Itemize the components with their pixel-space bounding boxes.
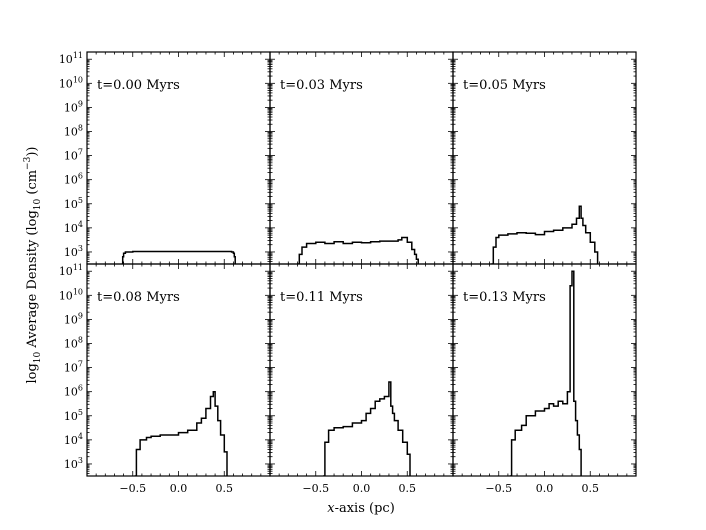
y-axis-title-unit: (cm [25, 170, 40, 199]
y-tick-label: 103 [64, 244, 83, 259]
y-tick-label: 1010 [59, 75, 83, 90]
y-tick-label: 106 [64, 172, 83, 187]
panel-label: t=0.08 Myrs [97, 290, 180, 305]
series-line [297, 236, 419, 264]
panel-6: −0.5 0.0 0.5 t=0.13 Myrs [452, 263, 637, 495]
panel-2: t=0.03 Myrs [269, 51, 454, 265]
x-tick-label: 0.0 [536, 482, 554, 495]
panel-label: t=0.00 Myrs [97, 78, 180, 93]
x-tick-label: −0.5 [302, 482, 329, 495]
y-axis-title-sub: 10 [33, 351, 43, 363]
panel-4: 103 104 105 106 107 108 109 1010 1011 −0.5 0.0 0.5 t… [59, 263, 271, 495]
y-tick-label: 107 [64, 360, 83, 375]
x-tick-label: 0.5 [399, 482, 417, 495]
y-tick-label: 1010 [59, 287, 83, 302]
x-axis-title: x-axis (pc) [327, 501, 395, 516]
y-axis-title: log10 Average Density (log10 (cm−3)) [23, 146, 43, 383]
y-tick-label: 107 [64, 148, 83, 163]
y-tick-label: 105 [64, 408, 83, 423]
x-tick-label: −0.5 [119, 482, 146, 495]
y-axis-title-sub2: 10 [33, 198, 43, 210]
y-tick-label: 109 [64, 99, 83, 114]
y-tick-label: 1011 [59, 51, 83, 66]
y-axis-title-end: )) [25, 146, 40, 156]
y-axis-title-sup: −3 [23, 156, 33, 170]
x-axis-title-text: -axis (pc) [335, 501, 395, 516]
y-tick-label: 106 [64, 384, 83, 399]
x-tick-label: 0.5 [582, 482, 600, 495]
panel-label: t=0.05 Myrs [463, 78, 546, 93]
panel-5: −0.5 0.0 0.5 t=0.11 Myrs [269, 263, 454, 495]
x-tick-label: −0.5 [485, 482, 512, 495]
x-tick-label: 0.0 [353, 482, 371, 495]
y-axis-title-text: Average Density (log [25, 210, 40, 352]
series-line [509, 270, 582, 476]
y-tick-label: 108 [64, 124, 83, 139]
series-line [323, 381, 411, 476]
panel-1: 103 104 105 106 107 108 109 1010 1011 t=0.00 Myrs [59, 51, 271, 265]
x-tick-label: 0.0 [170, 482, 188, 495]
series-line [134, 390, 228, 476]
y-tick-label: 109 [64, 311, 83, 326]
y-axis-title-log: log [25, 363, 40, 383]
y-tick-label: 105 [64, 196, 83, 211]
y-tick-label: 104 [64, 432, 83, 447]
series-line [121, 250, 236, 264]
panel-3: t=0.05 Myrs [452, 51, 637, 265]
x-axis-title-italic: x [327, 501, 335, 516]
y-tick-label: 1011 [59, 263, 83, 278]
y-tick-label: 104 [64, 220, 83, 235]
panel-label: t=0.11 Myrs [280, 290, 363, 305]
panel-label: t=0.13 Myrs [463, 290, 546, 305]
series-line [491, 205, 599, 264]
panel-label: t=0.03 Myrs [280, 78, 363, 93]
panels-group: 103 104 105 106 107 108 109 1010 1011 t=0.00 Myrs… [59, 51, 637, 495]
y-tick-label: 103 [64, 456, 83, 471]
y-tick-label: 108 [64, 336, 83, 351]
x-tick-label: 0.5 [216, 482, 234, 495]
